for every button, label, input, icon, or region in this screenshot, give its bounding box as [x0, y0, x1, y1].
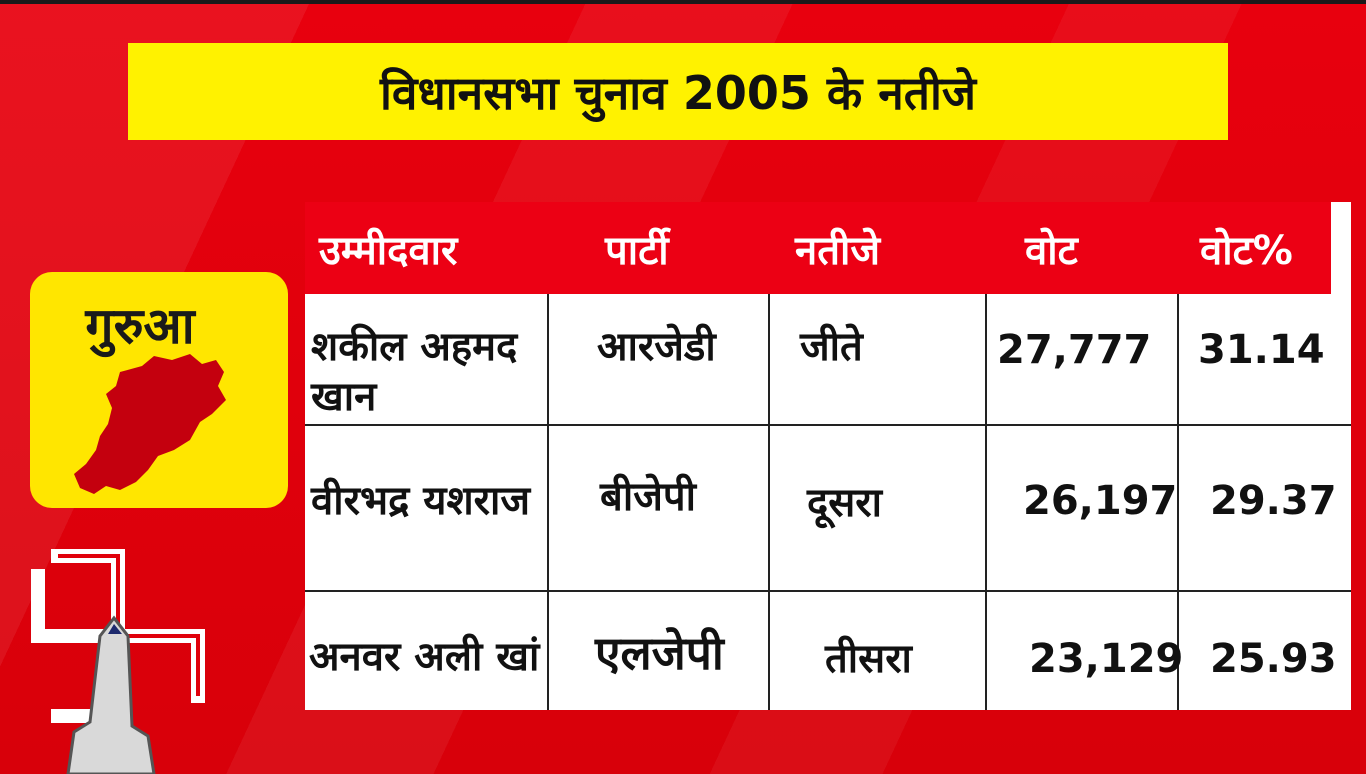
constituency-card: गुरुआ	[30, 272, 288, 508]
votes-cell: 27,777	[997, 327, 1152, 373]
header-candidate: उम्मीदवार	[319, 227, 458, 274]
party-cell: एलजेपी	[595, 626, 724, 680]
row-divider	[305, 590, 1351, 592]
title-banner: विधानसभा चुनाव 2005 के नतीजे	[128, 43, 1228, 140]
column-divider	[985, 294, 987, 710]
page-title: विधानसभा चुनाव 2005 के नतीजे	[379, 65, 976, 120]
party-cell: आरजेडी	[597, 324, 716, 370]
top-border	[0, 0, 1366, 4]
result-cell: जीते	[800, 324, 863, 370]
constituency-name: गुरुआ	[85, 297, 195, 355]
result-cell: तीसरा	[825, 636, 912, 682]
candidate-cell: शकील अहमद खान	[311, 324, 518, 420]
header-party: पार्टी	[605, 227, 669, 274]
column-divider	[768, 294, 770, 710]
column-divider	[547, 294, 549, 710]
candidate-cell: अनवर अली खां	[309, 634, 540, 680]
swastik-voting-finger-icon	[31, 549, 205, 774]
header-result: नतीजे	[795, 227, 881, 274]
candidate-cell: वीरभद्र यशराज	[311, 478, 531, 524]
vote-pct-cell: 31.14	[1198, 327, 1325, 373]
header-votes: वोट	[1025, 227, 1078, 274]
column-divider	[1177, 294, 1179, 710]
votes-cell: 23,129	[1029, 636, 1184, 682]
table-header: उम्मीदवार पार्टी नतीजे वोट वोट%	[305, 202, 1331, 294]
party-cell: बीजेपी	[600, 474, 696, 520]
constituency-map-icon	[74, 354, 226, 494]
votes-cell: 26,197	[1023, 478, 1178, 524]
vote-pct-cell: 29.37	[1210, 478, 1337, 524]
header-vote-pct: वोट%	[1200, 227, 1293, 274]
row-divider	[305, 424, 1351, 426]
vote-pct-cell: 25.93	[1210, 636, 1337, 682]
result-cell: दूसरा	[807, 480, 882, 526]
results-table: उम्मीदवार पार्टी नतीजे वोट वोट% शकील अहम…	[305, 202, 1351, 710]
